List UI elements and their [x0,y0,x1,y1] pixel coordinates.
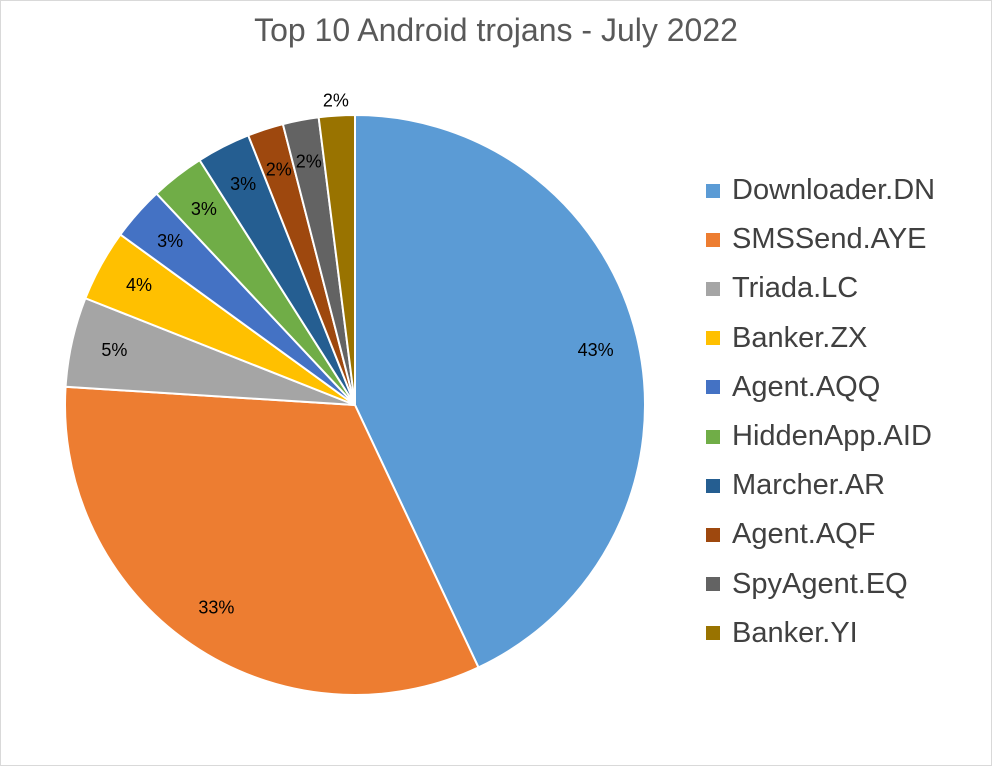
legend-item-downloader-dn: Downloader.DN [706,166,935,215]
data-label-triada-lc: 5% [101,340,127,360]
legend-label: SpyAgent.EQ [732,567,908,600]
legend-item-agent-aqq: Agent.AQQ [706,363,935,412]
legend-item-hiddenapp-aid: HiddenApp.AID [706,412,935,461]
data-label-smssend-aye: 33% [198,598,234,618]
legend-item-triada-lc: Triada.LC [706,264,935,313]
legend-item-banker-zx: Banker.ZX [706,314,935,363]
legend-swatch [706,577,720,592]
legend-item-smssend-aye: SMSSend.AYE [706,215,935,264]
legend-swatch [706,626,720,641]
legend-label: Banker.ZX [732,321,868,354]
data-label-agent-aqq: 3% [157,231,183,251]
legend-swatch [706,527,720,542]
legend-label: Marcher.AR [732,469,886,502]
legend-label: Triada.LC [732,272,859,305]
legend: Downloader.DN SMSSend.AYE Triada.LC Banker.… [706,166,935,658]
legend-swatch [706,331,720,346]
legend-label: Agent.AQQ [732,370,881,403]
data-label-marcher-ar: 3% [230,174,256,194]
legend-item-banker-yi: Banker.YI [706,609,935,658]
legend-item-marcher-ar: Marcher.AR [706,461,935,510]
legend-swatch [706,478,720,493]
legend-swatch [706,281,720,296]
pie-slices [64,113,646,696]
data-label-hiddenapp-aid: 3% [191,199,217,219]
legend-label: HiddenApp.AID [732,420,932,453]
data-label-banker-zx: 4% [126,275,152,295]
legend-item-agent-aqf: Agent.AQF [706,510,935,559]
legend-label: Banker.YI [732,616,858,649]
legend-label: Downloader.DN [732,174,936,207]
data-label-agent-aqf: 2% [266,159,292,179]
pie-slice-smssend-aye [64,385,480,696]
pie-data-labels: 43%33%5%4%3%3%3%2% 2%2% [101,90,613,617]
pie-slice-banker-yi [317,113,356,406]
chart-title: Top 10 Android trojans - July 2022 [254,12,738,48]
data-label-downloader-dn: 43% [578,340,614,360]
legend-label: Agent.AQF [732,518,876,551]
pie-slice-downloader-dn [354,113,646,669]
legend-swatch [706,183,720,198]
data-label-spyagent-eq: 2% [296,152,322,172]
legend-item-spyagent-eq: SpyAgent.EQ [706,560,935,609]
data-label-banker-yi: 2% [323,90,349,110]
legend-swatch [706,429,720,444]
legend-label: SMSSend.AYE [732,223,927,256]
legend-swatch [706,380,720,395]
legend-swatch [706,232,720,247]
